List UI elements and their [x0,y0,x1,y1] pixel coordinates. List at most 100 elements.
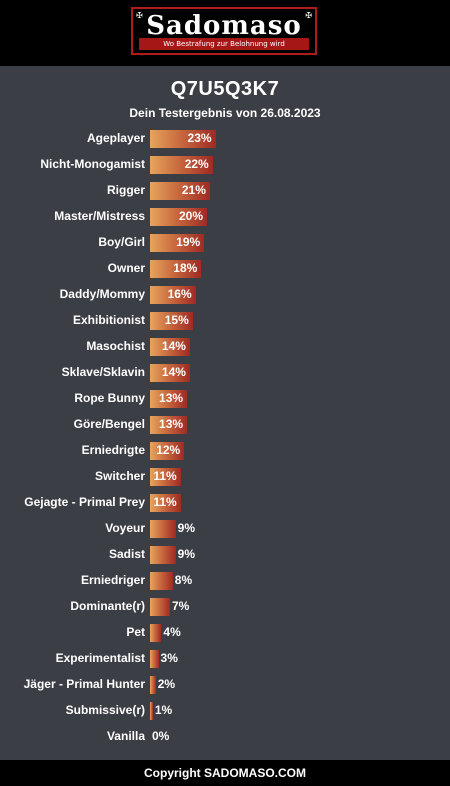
chart-row: Dominante(r) 7% [0,594,450,620]
chart-row: Exhibitionist 15% [0,308,450,334]
chart-row: Sadist 9% [0,542,450,568]
category-label: Experimentalist [55,651,145,665]
bar-value-label: 16% [167,287,192,301]
category-label: Sadist [108,547,145,561]
brand-logo[interactable]: ✠ ✠ Sadomaso Wo Bestrafung zur Belohnung… [131,7,317,55]
chart-row: Boy/Girl 19% [0,230,450,256]
category-label: Sklave/Sklavin [61,365,145,379]
chart-row: Sklave/Sklavin 14% [0,360,450,386]
copyright-text: Copyright SADOMASO.COM [144,766,306,780]
chart-row: Masochist 14% [0,334,450,360]
bar-value-label: 21% [181,183,206,197]
chart-bar [150,364,190,382]
bar-value-label: 4% [163,625,181,639]
chart-row: Gejagte - Primal Prey 11% [0,490,450,516]
chart-bar [150,650,159,668]
chart-row: Daddy/Mommy 16% [0,282,450,308]
chart-bar [150,598,170,616]
bar-value-label: 14% [161,365,186,379]
chart-row: Switcher 11% [0,464,450,490]
bar-value-label: 1% [154,703,173,717]
chart-row: Submissive(r) 1% [0,698,450,724]
bar-value-label: 18% [173,261,198,275]
category-label: Switcher [94,469,145,483]
category-label: Submissive(r) [65,703,145,717]
category-label: Nicht-Monogamist [40,157,145,171]
chart-bar [150,468,182,486]
bar-value-label: 3% [160,651,178,665]
ornament-icon: ✠ [136,11,143,20]
category-label: Masochist [86,339,145,353]
category-label: Master/Mistress [54,209,145,223]
chart-row: Rigger 21% [0,178,450,204]
chart-bar [150,286,196,304]
chart-row: Vanilla 0% [0,724,450,750]
header: ✠ ✠ Sadomaso Wo Bestrafung zur Belohnung… [0,0,450,66]
bar-value-label: 19% [176,235,201,249]
bar-value-label: 20% [179,209,204,223]
bar-value-label: 12% [156,443,181,457]
chart-row: Rope Bunny 13% [0,386,450,412]
chart-bar [150,624,162,642]
bar-value-label: 15% [164,313,189,327]
brand-tagline: Wo Bestrafung zur Belohnung wird [139,38,309,50]
brand-name: Sadomaso [146,11,302,41]
chart-bar [150,546,176,564]
category-label: Jäger - Primal Hunter [23,677,145,691]
bar-value-label: 9% [177,547,195,561]
chart-row: Voyeur 9% [0,516,450,542]
category-label: Owner [107,261,145,275]
bar-value-label: 0% [152,729,170,743]
result-title: Q7U5Q3K7 [170,78,280,100]
chart-row: Erniedriger 8% [0,568,450,594]
bar-value-label: 14% [161,339,186,353]
bar-value-label: 7% [171,599,190,613]
ornament-icon: ✠ [305,11,312,20]
chart-row: Göre/Bengel 13% [0,412,450,438]
category-label: Erniedrigte [81,443,145,457]
bar-value-label: 11% [153,469,177,483]
footer: Copyright SADOMASO.COM [0,760,450,786]
chart-row: Erniedrigte 12% [0,438,450,464]
bar-value-label: 11% [153,495,177,509]
result-subtitle: Dein Testergebnis von 26.08.2023 [129,106,321,120]
category-label: Voyeur [105,521,145,535]
category-label: Pet [126,625,145,639]
chart-bar [150,130,216,148]
category-label: Vanilla [106,729,145,743]
category-label: Rope Bunny [74,391,145,405]
bar-value-label: 9% [177,521,195,535]
bar-value-label: 2% [157,677,176,691]
category-label: Göre/Bengel [73,417,145,431]
category-label: Ageplayer [86,131,145,145]
category-label: Dominante(r) [70,599,145,613]
bar-value-label: 8% [174,573,193,587]
category-label: Erniedriger [80,573,145,587]
result-bar-chart: Ageplayer 23% Nicht-Monogamist 22% Rigger 21%… [0,126,450,752]
chart-bar [150,260,202,278]
chart-bar [150,390,188,408]
chart-row: Master/Mistress 20% [0,204,450,230]
chart-bar [150,312,193,330]
chart-bar [150,676,156,694]
category-label: Gejagte - Primal Prey [24,495,145,509]
chart-bar [150,520,176,538]
chart-row: Experimentalist 3% [0,646,450,672]
chart-bar [150,182,210,200]
chart-bar [150,702,153,720]
chart-bar [150,338,190,356]
category-label: Rigger [106,183,145,197]
chart-bar [150,572,173,590]
chart-row: Owner 18% [0,256,450,282]
category-label: Exhibitionist [73,313,145,327]
chart-bar [150,442,185,460]
chart-bar [150,234,205,252]
chart-bar [150,494,182,512]
chart-row: Ageplayer 23% [0,126,450,152]
chart-row: Jäger - Primal Hunter 2% [0,672,450,698]
chart-row: Nicht-Monogamist 22% [0,152,450,178]
chart-bar [150,156,213,174]
chart-bar [150,416,188,434]
chart-row: Pet 4% [0,620,450,646]
bar-value-label: 23% [187,131,212,145]
